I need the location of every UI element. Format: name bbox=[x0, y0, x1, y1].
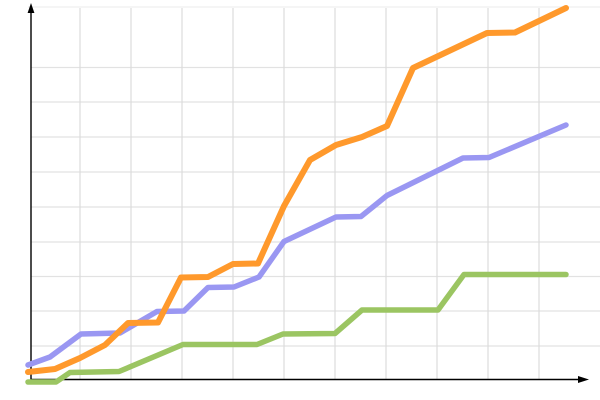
gridlines-group bbox=[28, 6, 600, 379]
series-line-orange bbox=[25, 5, 569, 375]
y-axis-arrowhead bbox=[27, 3, 35, 13]
x-axis-arrowhead bbox=[578, 376, 589, 383]
axes-group bbox=[27, 3, 589, 383]
series-group bbox=[25, 5, 569, 385]
series-line-purple bbox=[25, 122, 569, 368]
series-line-green bbox=[25, 271, 569, 385]
